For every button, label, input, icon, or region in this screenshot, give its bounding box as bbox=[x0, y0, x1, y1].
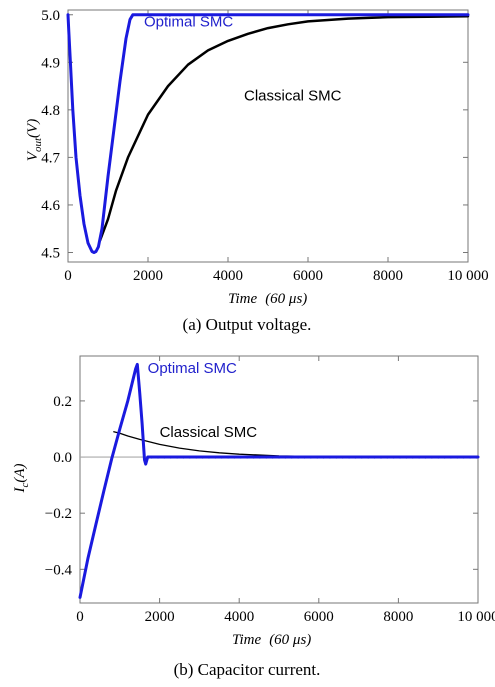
optimal-smc-sample-point bbox=[347, 455, 351, 459]
y-axis-label-b: Ic(A) bbox=[12, 463, 31, 493]
y-tick-label: 4.6 bbox=[41, 198, 60, 214]
series-lines-b: Optimal SMC Classical SMC bbox=[78, 360, 480, 599]
optimal-smc-sample-point bbox=[156, 455, 160, 459]
optimal-smc-sample-point bbox=[213, 455, 217, 459]
x-tick-label: 2000 bbox=[145, 609, 175, 625]
y-tick-label: 4.9 bbox=[41, 55, 60, 71]
optimal-smc-sample-point bbox=[162, 455, 166, 459]
optimal-smc-sample-point bbox=[251, 455, 256, 459]
optimal-smc-sample-point bbox=[169, 455, 173, 459]
optimal-smc-sample-point bbox=[417, 455, 421, 459]
optimal-smc-sample-point bbox=[188, 455, 192, 459]
optimal-smc-sample-point bbox=[474, 455, 479, 459]
optimal-smc-sample-point bbox=[334, 455, 338, 459]
optimal-smc-sample-point bbox=[430, 455, 434, 459]
optimal-smc-sample-point bbox=[455, 455, 459, 459]
optimal-smc-sample-point bbox=[385, 455, 389, 459]
optimal-smc-sample-point bbox=[175, 455, 179, 459]
optimal-smc-sample-point bbox=[321, 455, 326, 459]
optimal-smc-sample-point bbox=[232, 455, 237, 459]
chart-capacitor-current: 0 2000 4000 6000 8000 10 000 −0.4 −0.2 0.0 0.2 Op… bbox=[12, 355, 495, 679]
axis-ticks-a: 0 2000 4000 6000 8000 10 000 4.5 4.6 4.7 4.8 4.9 5.… bbox=[41, 8, 488, 284]
optimal-smc-sample-point bbox=[398, 455, 402, 459]
plot-frame-b bbox=[79, 355, 479, 604]
optimal-smc-sample-point bbox=[366, 455, 370, 459]
y-tick-label: 4.5 bbox=[41, 245, 60, 261]
optimal-smc-line bbox=[78, 362, 480, 599]
optimal-smc-sample-point bbox=[264, 455, 268, 459]
optimal-smc-sample-point bbox=[207, 455, 211, 459]
y-axis-label-a: Vout(V) bbox=[25, 119, 44, 161]
optimal-smc-sample-point bbox=[245, 455, 249, 459]
plot-frame-a bbox=[67, 9, 469, 263]
optimal-smc-sample-point bbox=[226, 455, 230, 459]
optimal-smc-sample-point bbox=[150, 455, 154, 459]
optimal-smc-annotation: Optimal SMC bbox=[148, 360, 237, 377]
optimal-smc-sample-point bbox=[220, 455, 224, 459]
optimal-smc-sample-point bbox=[442, 455, 447, 459]
optimal-smc-sample-point bbox=[258, 455, 262, 459]
optimal-smc-sample-point bbox=[302, 455, 307, 459]
optimal-smc-sample-point bbox=[181, 455, 186, 459]
optimal-smc-sample-point bbox=[271, 455, 275, 459]
optimal-smc-sample-point bbox=[372, 455, 377, 459]
x-tick-label: 8000 bbox=[383, 609, 413, 625]
optimal-smc-annotation: Optimal SMC bbox=[144, 14, 233, 31]
optimal-smc-sample-point bbox=[449, 455, 453, 459]
y-tick-label: 4.8 bbox=[41, 103, 60, 119]
classical-smc-line bbox=[98, 14, 470, 242]
y-tick-label: 0.0 bbox=[53, 450, 72, 466]
optimal-smc-sample-point bbox=[411, 455, 415, 459]
optimal-smc-sample-point bbox=[341, 455, 345, 459]
optimal-smc-sample-point bbox=[462, 455, 466, 459]
classical-smc-annotation: Classical SMC bbox=[160, 424, 258, 441]
optimal-smc-sample-point bbox=[328, 455, 332, 459]
x-axis-label-a: Time (60 μs) bbox=[228, 291, 307, 307]
optimal-smc-line bbox=[66, 13, 470, 254]
optimal-smc-sample-point bbox=[296, 455, 300, 459]
x-tick-label: 8000 bbox=[373, 268, 403, 284]
x-tick-label: 6000 bbox=[293, 268, 323, 284]
caption-b: (b) Capacitor current. bbox=[174, 660, 321, 679]
x-tick-label: 0 bbox=[76, 609, 84, 625]
optimal-smc-sample-point bbox=[315, 455, 319, 459]
x-tick-label: 10 000 bbox=[447, 268, 488, 284]
y-tick-label: 5.0 bbox=[41, 8, 60, 24]
y-tick-label: −0.4 bbox=[45, 562, 73, 578]
x-tick-label: 10 000 bbox=[457, 609, 495, 625]
x-axis-label-b: Time (60 μs) bbox=[232, 632, 311, 648]
x-tick-label: 6000 bbox=[304, 609, 334, 625]
optimal-smc-sample-point bbox=[290, 455, 294, 459]
optimal-smc-sample-point bbox=[200, 455, 205, 459]
chart-output-voltage: 0 2000 4000 6000 8000 10 000 4.5 4.6 4.7 4.8 4.9 5.… bbox=[25, 8, 489, 334]
optimal-smc-sample-point bbox=[283, 455, 287, 459]
x-tick-label: 2000 bbox=[133, 268, 163, 284]
optimal-smc-sample-point bbox=[360, 455, 364, 459]
x-tick-label: 4000 bbox=[213, 268, 243, 284]
optimal-smc-sample-point bbox=[353, 455, 358, 459]
optimal-smc-sample-point bbox=[404, 455, 408, 459]
x-tick-label: 0 bbox=[64, 268, 72, 284]
y-tick-label: 0.2 bbox=[53, 394, 72, 410]
optimal-smc-sample-point bbox=[239, 455, 243, 459]
classical-smc-annotation: Classical SMC bbox=[244, 87, 342, 104]
optimal-smc-sample-point bbox=[436, 455, 440, 459]
optimal-smc-sample-point bbox=[309, 455, 313, 459]
optimal-smc-sample-point bbox=[392, 455, 396, 459]
optimal-smc-sample-point bbox=[194, 455, 198, 459]
optimal-smc-sample-point bbox=[379, 455, 383, 459]
axis-ticks-b: 0 2000 4000 6000 8000 10 000 −0.4 −0.2 0.0 0.2 bbox=[45, 356, 495, 625]
optimal-smc-sample-point bbox=[423, 455, 428, 459]
optimal-smc-sample-point bbox=[468, 455, 472, 459]
series-lines-a: Optimal SMC Classical SMC bbox=[66, 13, 470, 254]
caption-a: (a) Output voltage. bbox=[183, 315, 312, 334]
optimal-smc-sample-point bbox=[277, 455, 281, 459]
y-tick-label: −0.2 bbox=[45, 506, 72, 522]
y-tick-label: 4.7 bbox=[41, 150, 60, 166]
x-tick-label: 4000 bbox=[224, 609, 254, 625]
